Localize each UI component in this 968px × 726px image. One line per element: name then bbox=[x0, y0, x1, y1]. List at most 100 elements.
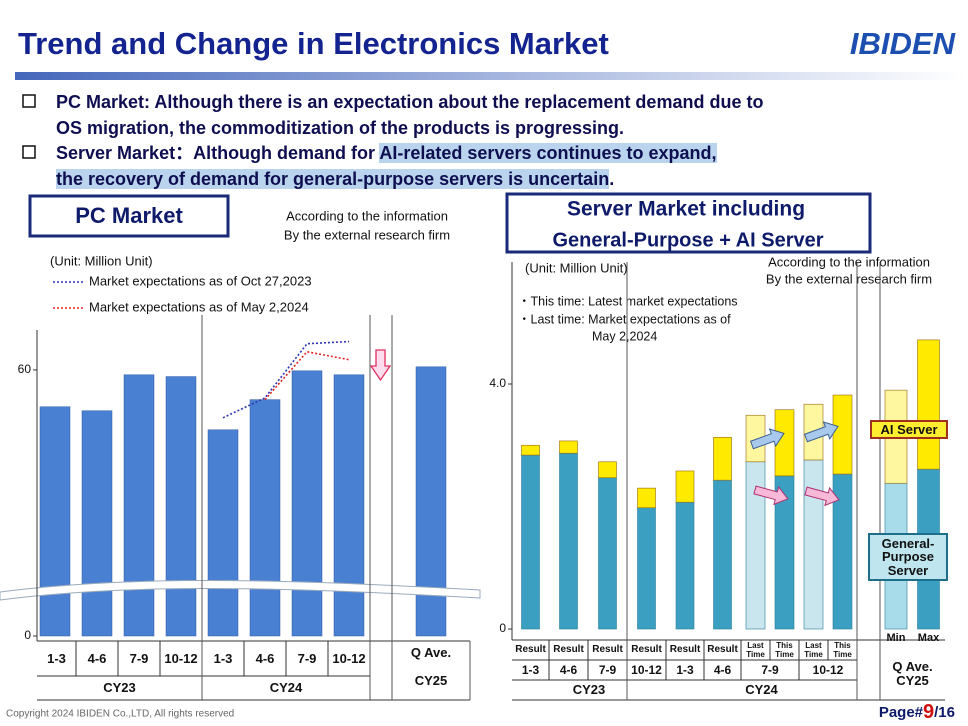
x-tick-label: 7-9 bbox=[297, 650, 317, 666]
ai-segment bbox=[917, 339, 940, 470]
category-label: Result bbox=[707, 644, 738, 656]
x-tick-label: Q Ave. bbox=[410, 645, 452, 661]
y-tick-label: 0 bbox=[499, 621, 506, 635]
bar bbox=[291, 370, 323, 637]
bullet-line: PC Market: Although there is an expectat… bbox=[56, 90, 763, 116]
period-label: 1-3 bbox=[521, 662, 540, 677]
x-tick-label: 7-9 bbox=[129, 650, 149, 666]
title-underline bbox=[15, 72, 965, 80]
ai-segment bbox=[675, 470, 695, 503]
note: According to the information bbox=[286, 208, 448, 223]
unit: (Unit: Million Unit) bbox=[50, 253, 153, 268]
bar bbox=[123, 374, 155, 637]
category-label: Last Time bbox=[804, 641, 823, 659]
period-label: 1-3 bbox=[676, 662, 694, 677]
ai-segment bbox=[559, 440, 578, 454]
category-label: Result bbox=[592, 644, 623, 656]
copyright: Copyright 2024 IBIDEN Co.,LTD, All right… bbox=[6, 709, 234, 720]
page-number: Page#9/16 bbox=[879, 701, 955, 723]
bullets: PC Market: Although there is an expectat… bbox=[56, 90, 763, 192]
bar bbox=[165, 376, 197, 637]
chart-title: General-Purpose + AI Server bbox=[552, 229, 823, 251]
category-label: Result bbox=[669, 644, 701, 656]
category-label: Result bbox=[515, 644, 546, 656]
change-arrow bbox=[749, 428, 785, 450]
title-box bbox=[505, 192, 872, 254]
legend-text: May 2,2024 bbox=[592, 329, 657, 343]
ai-segment bbox=[598, 461, 617, 479]
ai-segment bbox=[637, 487, 656, 509]
legend-label: General-Purpose Server bbox=[868, 533, 948, 581]
expectation-line bbox=[222, 340, 350, 419]
bullet-line: Server Market：Although demand for AI-rel… bbox=[56, 141, 763, 167]
x-tick-label: 4-6 bbox=[87, 650, 107, 666]
title-box bbox=[28, 194, 230, 238]
category-label: This Time bbox=[775, 641, 794, 659]
category-label: Min bbox=[886, 632, 906, 645]
chart-title: PC Market bbox=[75, 203, 183, 228]
highlight: the recovery of demand for general-purpo… bbox=[56, 168, 610, 189]
general-segment bbox=[713, 479, 732, 630]
category-label: Last Time bbox=[746, 641, 765, 659]
group-label: CY25 bbox=[414, 673, 448, 689]
period-label: 7-9 bbox=[761, 662, 779, 677]
text: OS migration, the commoditization of the… bbox=[56, 117, 625, 138]
legend-label: Market expectations as of May 2,2024 bbox=[89, 299, 309, 314]
group-label: CY24 bbox=[269, 680, 303, 696]
bar bbox=[249, 399, 281, 637]
change-arrow bbox=[753, 485, 789, 506]
slide-title: Trend and Change in Electronics Market bbox=[18, 26, 609, 61]
category-label: Max bbox=[917, 632, 940, 645]
legend-text: ・This time: Latest market expectations bbox=[518, 294, 738, 308]
general-segment bbox=[637, 507, 656, 630]
legend-label: AI Server bbox=[870, 420, 948, 439]
general-segment bbox=[803, 459, 824, 630]
bar bbox=[81, 410, 113, 637]
legend-text: ・Last time: Market expectations as of bbox=[518, 312, 731, 326]
period-label: 7-9 bbox=[598, 662, 617, 677]
category-label: Result bbox=[553, 644, 584, 656]
group-label: CY23 bbox=[103, 680, 136, 696]
x-tick-label: 1-3 bbox=[47, 650, 66, 666]
note: According to the information bbox=[768, 254, 930, 269]
axis-break bbox=[0, 580, 481, 601]
bar bbox=[207, 429, 239, 637]
bullet-box bbox=[22, 94, 36, 108]
category-label: This Time bbox=[833, 641, 852, 659]
text: . bbox=[609, 168, 615, 189]
note: By the external research firm bbox=[766, 271, 932, 286]
category-label: Result bbox=[631, 644, 662, 656]
ai-segment bbox=[713, 436, 732, 481]
unit: (Unit: Million Unit) bbox=[525, 260, 628, 275]
change-arrow bbox=[803, 421, 839, 443]
note: By the external research firm bbox=[284, 227, 450, 242]
legend-label: Market expectations as of Oct 27,2023 bbox=[89, 273, 312, 288]
y-tick-label: 0 bbox=[24, 628, 31, 642]
general-segment bbox=[598, 477, 617, 630]
ai-segment bbox=[521, 444, 540, 456]
bullet-line: OS migration, the commoditization of the… bbox=[56, 116, 763, 142]
text: Server Market：Although demand for bbox=[56, 143, 380, 163]
logo: IBIDEN bbox=[850, 26, 956, 61]
bar bbox=[333, 374, 365, 637]
y-tick-label: 60 bbox=[18, 362, 32, 376]
x-tick-label: 4-6 bbox=[255, 650, 275, 666]
ai-segment bbox=[832, 394, 853, 475]
period-label: 10-12 bbox=[631, 662, 662, 677]
highlight: AI-related servers continues to expand, bbox=[379, 143, 717, 163]
bullet-line: the recovery of demand for general-purpo… bbox=[56, 167, 763, 193]
general-segment bbox=[675, 501, 695, 630]
down-arrow bbox=[369, 349, 392, 382]
group-label: Q Ave. CY25 bbox=[892, 659, 933, 688]
expectation-line bbox=[264, 350, 350, 401]
bar bbox=[39, 406, 71, 637]
period-label: 4-6 bbox=[559, 662, 578, 677]
general-segment bbox=[521, 454, 540, 630]
x-tick-label: 1-3 bbox=[213, 650, 233, 666]
period-label: 4-6 bbox=[713, 662, 732, 677]
x-tick-label: 10-12 bbox=[332, 650, 366, 666]
bullet-box bbox=[22, 145, 36, 159]
general-segment bbox=[559, 452, 578, 630]
group-label: CY23 bbox=[572, 682, 606, 698]
